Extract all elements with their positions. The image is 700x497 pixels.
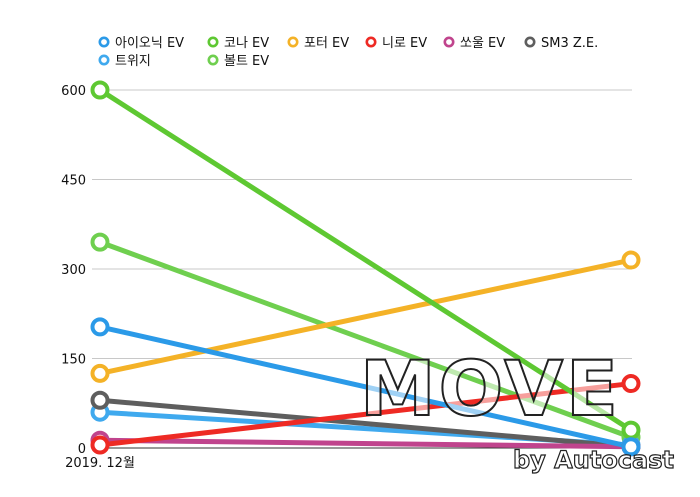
- grid: [92, 89, 632, 449]
- series-line: [97, 257, 634, 376]
- data-point: [621, 420, 641, 440]
- legend-label: 볼트 EV: [224, 54, 269, 69]
- legend-marker: [443, 36, 455, 48]
- legend-item: 포터 EV: [287, 36, 349, 51]
- y-axis: 0 150 300 450 600: [61, 84, 86, 457]
- legend-item: 코나 EV: [207, 36, 269, 51]
- legend-item: 아이오닉 EV: [98, 36, 184, 51]
- y-tick-label: 150: [61, 353, 86, 368]
- legend-item: 볼트 EV: [207, 54, 269, 69]
- y-tick-label: 300: [61, 263, 86, 278]
- data-point: [90, 232, 110, 252]
- series-group: [90, 80, 641, 457]
- series-line: [97, 239, 634, 440]
- series-line: [97, 437, 634, 450]
- legend-marker: [207, 36, 219, 48]
- watermark-logo: MOVE by Autocast: [359, 343, 675, 475]
- legend-marker: [98, 36, 110, 48]
- legend-marker: [207, 54, 219, 66]
- data-point: [90, 363, 110, 383]
- watermark-sub: by Autocast: [513, 446, 674, 474]
- legend-marker: [365, 36, 377, 48]
- data-point: [621, 437, 641, 457]
- legend: 아이오닉 EV 코나 EV 포터 EV 니로 EV 쏘울 EV SM3 Z.E. 트위지 볼트…: [98, 36, 598, 69]
- series-line: [97, 381, 634, 448]
- series-line: [97, 397, 634, 450]
- series-line: [97, 324, 634, 450]
- data-point: [621, 374, 641, 394]
- legend-marker: [524, 36, 536, 48]
- y-tick-label: 450: [61, 174, 86, 189]
- legend-item: SM3 Z.E.: [524, 36, 598, 51]
- data-point: [621, 250, 641, 270]
- legend-label: 쏘울 EV: [460, 36, 505, 51]
- legend-label: 포터 EV: [304, 36, 349, 51]
- x-axis: 2019. 12월: [65, 456, 135, 471]
- legend-item: 니로 EV: [365, 36, 427, 51]
- legend-marker: [98, 54, 110, 66]
- legend-label: 니로 EV: [382, 36, 427, 51]
- series-line: [97, 87, 634, 433]
- x-tick-label: 2019. 12월: [65, 456, 135, 471]
- data-point: [90, 317, 110, 337]
- legend-item: 쏘울 EV: [443, 36, 505, 51]
- data-point: [90, 390, 110, 410]
- y-tick-label: 0: [78, 442, 86, 457]
- legend-item: 트위지: [98, 54, 151, 69]
- legend-label: SM3 Z.E.: [541, 36, 598, 51]
- legend-label: 트위지: [115, 54, 151, 69]
- watermark-main: MOVE: [360, 344, 621, 433]
- data-point: [90, 435, 110, 455]
- legend-label: 코나 EV: [224, 36, 269, 51]
- data-point: [90, 80, 110, 100]
- y-tick-label: 600: [61, 84, 86, 99]
- legend-label: 아이오닉 EV: [115, 36, 184, 51]
- legend-marker: [287, 36, 299, 48]
